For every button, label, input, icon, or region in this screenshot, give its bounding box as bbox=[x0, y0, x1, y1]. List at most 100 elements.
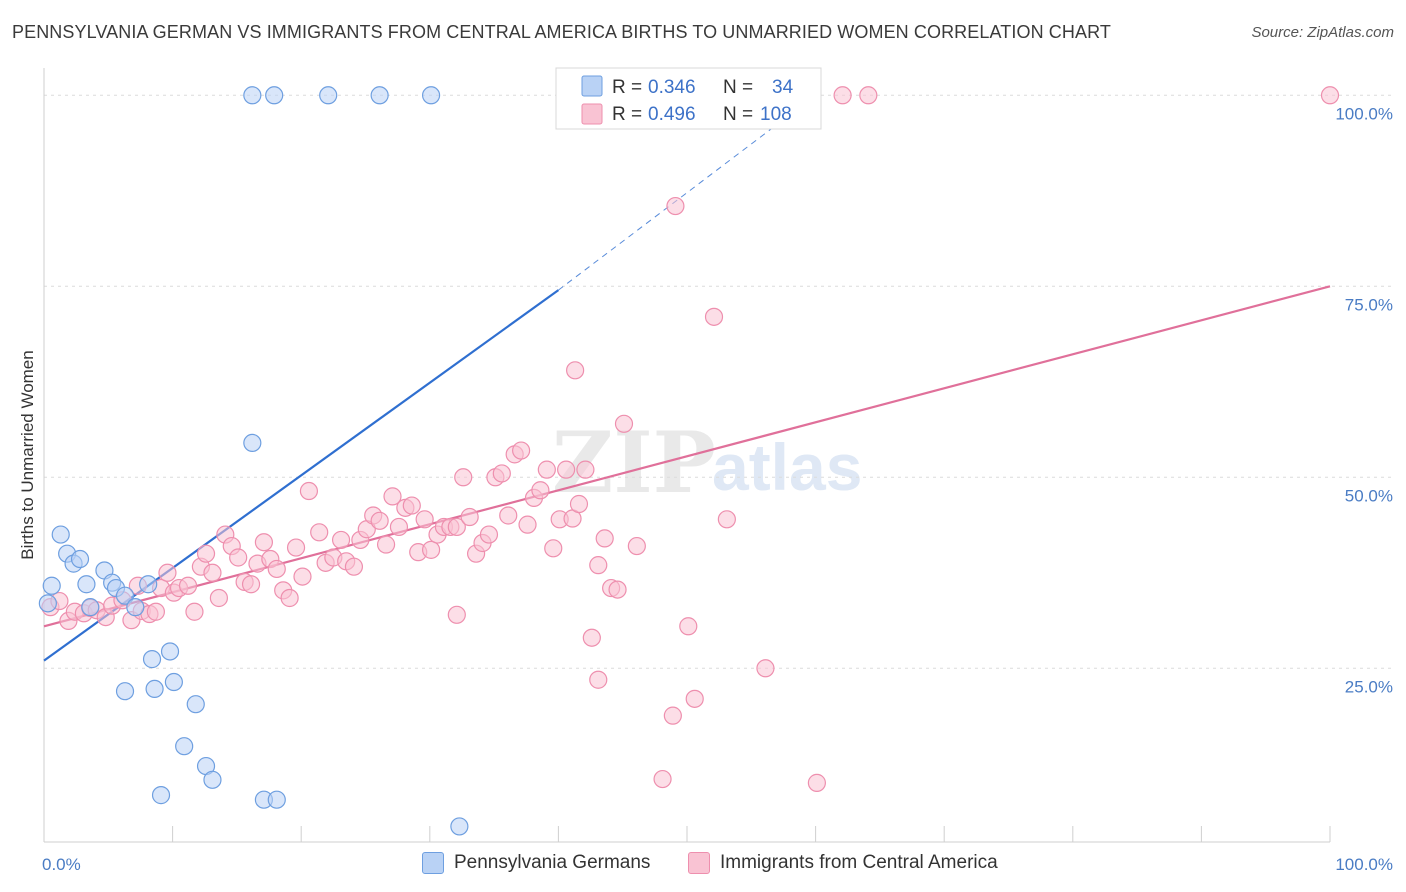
data-points bbox=[38, 86, 1340, 836]
point-central-america-98 bbox=[756, 659, 775, 678]
x-tick-label-0: 0.0% bbox=[42, 855, 81, 874]
x-tick-marks bbox=[43, 826, 1331, 842]
point-central-america-73 bbox=[531, 481, 550, 500]
point-pennsylvania-germans-0 bbox=[38, 594, 57, 613]
point-central-america-91 bbox=[666, 196, 685, 216]
point-central-america-55 bbox=[415, 510, 434, 529]
point-central-america-48 bbox=[370, 511, 389, 530]
x-tick-label-1: 100.0% bbox=[1335, 855, 1393, 874]
point-pennsylvania-germans-17 bbox=[142, 650, 162, 669]
point-central-america-35 bbox=[280, 588, 299, 608]
point-central-america-39 bbox=[310, 523, 329, 542]
point-central-america-86 bbox=[582, 628, 601, 647]
point-central-america-50 bbox=[383, 487, 402, 506]
legend-swatch-central-america bbox=[688, 852, 710, 874]
point-central-america-53 bbox=[402, 496, 421, 515]
legend-series: Pennsylvania Germans Immigrants from Cen… bbox=[0, 852, 1406, 878]
point-central-america-97 bbox=[717, 510, 736, 529]
point-central-america-60 bbox=[447, 517, 466, 537]
point-pennsylvania-germans-23 bbox=[151, 786, 171, 805]
trend-line-central-america bbox=[43, 285, 1331, 628]
point-central-america-33 bbox=[267, 559, 286, 579]
point-central-america-20 bbox=[185, 602, 204, 621]
source-credit: Source: ZipAtlas.com bbox=[1251, 24, 1394, 41]
point-central-america-79 bbox=[569, 494, 589, 514]
legend-label-pennsylvania-germans: Pennsylvania Germans bbox=[454, 852, 651, 873]
point-central-america-22 bbox=[196, 544, 216, 563]
point-central-america-94 bbox=[663, 706, 682, 725]
legend-row-1-r-value: 0.346 bbox=[648, 77, 696, 98]
point-central-america-100 bbox=[833, 86, 852, 105]
point-central-america-23 bbox=[203, 563, 222, 582]
point-pennsylvania-germans-2 bbox=[51, 525, 70, 544]
point-pennsylvania-germans-27 bbox=[243, 433, 262, 452]
point-central-america-80 bbox=[576, 460, 595, 479]
y-tick-labels: 100.0% 75.0% 50.0% 25.0% bbox=[1335, 104, 1393, 696]
point-pennsylvania-germans-12 bbox=[126, 598, 145, 617]
point-pennsylvania-germans-13 bbox=[139, 575, 158, 594]
y-tick-label-1: 75.0% bbox=[1345, 295, 1393, 314]
point-pennsylvania-germans-19 bbox=[186, 695, 205, 714]
point-central-america-102 bbox=[1320, 86, 1340, 105]
point-central-america-92 bbox=[679, 617, 698, 636]
point-pennsylvania-germans-22 bbox=[203, 770, 222, 789]
y-tick-label-3: 25.0% bbox=[1345, 677, 1393, 696]
point-pennsylvania-germans-1 bbox=[42, 576, 61, 595]
point-central-america-62 bbox=[460, 507, 479, 527]
legend-row-1-n-value: 34 bbox=[772, 77, 794, 98]
point-central-america-87 bbox=[589, 670, 608, 689]
point-central-america-42 bbox=[331, 530, 351, 550]
legend-label-central-america: Immigrants from Central America bbox=[720, 852, 998, 873]
point-central-america-85 bbox=[447, 605, 466, 624]
point-pennsylvania-germans-30 bbox=[319, 86, 338, 105]
legend-swatch-pennsylvania-germans bbox=[422, 852, 444, 874]
point-central-america-65 bbox=[479, 525, 499, 544]
legend-item-central-america: Immigrants from Central America bbox=[688, 852, 998, 874]
point-pennsylvania-germans-14 bbox=[145, 679, 164, 699]
point-pennsylvania-germans-16 bbox=[160, 642, 180, 661]
legend-row-1-r-label: R = bbox=[612, 77, 647, 98]
point-central-america-81 bbox=[589, 556, 608, 575]
trend-lines bbox=[43, 94, 1331, 662]
point-central-america-101 bbox=[859, 86, 878, 105]
point-central-america-75 bbox=[544, 539, 563, 558]
point-pennsylvania-germans-7 bbox=[81, 598, 100, 617]
point-pennsylvania-germans-11 bbox=[115, 586, 135, 605]
legend-swatch-pink bbox=[581, 103, 603, 125]
chart-title: PENNSYLVANIA GERMAN VS IMMIGRANTS FROM C… bbox=[12, 22, 1111, 42]
point-central-america-67 bbox=[492, 464, 511, 483]
point-central-america-27 bbox=[229, 548, 248, 567]
y-tick-label-0: 100.0% bbox=[1335, 104, 1393, 123]
point-pennsylvania-germans-32 bbox=[421, 86, 441, 105]
point-pennsylvania-germans-20 bbox=[175, 737, 194, 756]
point-central-america-90 bbox=[627, 536, 646, 556]
point-central-america-96 bbox=[704, 307, 724, 326]
point-central-america-71 bbox=[518, 515, 537, 534]
legend-correlation: R = 0.346 N = 34 R = 0.496 N = 108 bbox=[555, 67, 822, 130]
watermark: ZIP atlas bbox=[552, 413, 862, 512]
point-pennsylvania-germans-6 bbox=[77, 575, 96, 594]
point-central-america-84 bbox=[608, 580, 627, 599]
point-central-america-77 bbox=[557, 460, 576, 479]
point-pennsylvania-germans-5 bbox=[70, 549, 90, 569]
legend-row-1-n-label: N = bbox=[723, 77, 758, 98]
point-pennsylvania-germans-29 bbox=[265, 86, 284, 105]
point-pennsylvania-germans-18 bbox=[164, 672, 183, 692]
y-axis-label: Births to Unmarried Women bbox=[18, 350, 37, 559]
point-central-america-24 bbox=[209, 588, 228, 608]
point-central-america-29 bbox=[241, 575, 261, 594]
legend-row-2-r-label: R = bbox=[612, 104, 647, 125]
point-central-america-88 bbox=[566, 361, 585, 380]
point-central-america-49 bbox=[376, 535, 396, 554]
point-central-america-61 bbox=[454, 468, 473, 487]
point-central-america-16 bbox=[158, 563, 177, 582]
point-pennsylvania-germans-26 bbox=[450, 817, 469, 836]
point-central-america-44 bbox=[344, 557, 364, 576]
point-central-america-19 bbox=[178, 576, 198, 595]
point-central-america-93 bbox=[685, 689, 704, 708]
point-pennsylvania-germans-28 bbox=[243, 86, 262, 105]
point-central-america-37 bbox=[293, 567, 312, 586]
point-central-america-70 bbox=[512, 441, 531, 460]
point-central-america-74 bbox=[537, 460, 556, 479]
